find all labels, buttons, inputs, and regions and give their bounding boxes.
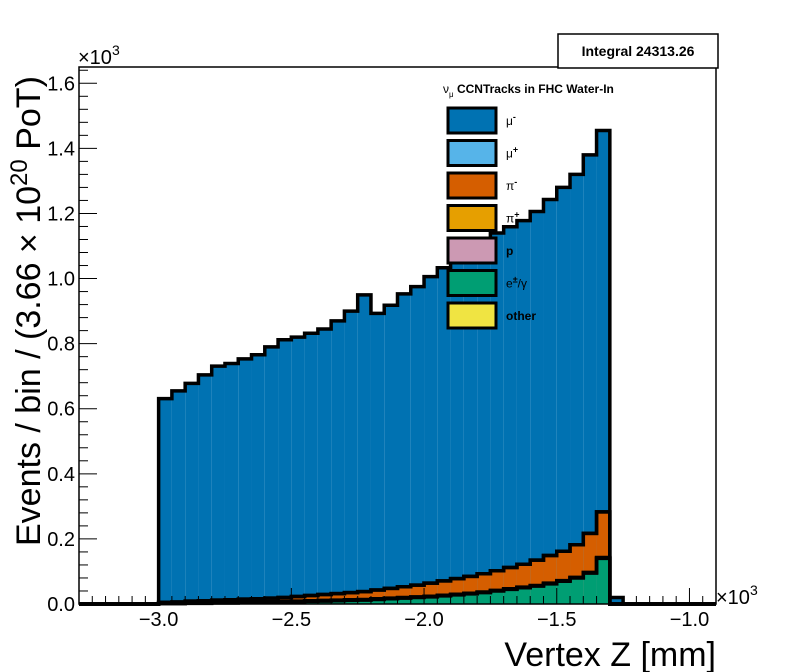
legend-entries: μ-μ+ π-π+ p e±/γ other: [446, 106, 536, 330]
bar---14: [264, 346, 279, 604]
bar-e--34: [530, 586, 544, 604]
y-tick-label: 0.8: [47, 334, 75, 356]
bar---40: [609, 597, 624, 604]
bar---36: [556, 187, 571, 604]
y-tick-label: 1.6: [47, 73, 75, 95]
bar-e--28: [450, 594, 464, 604]
stats-box: Integral 24313.26: [557, 33, 719, 69]
bar---6: [158, 398, 172, 604]
bar---21: [357, 294, 371, 604]
x-axis-title: Vertex Z [mm]: [504, 636, 716, 672]
y-tick-label: 0.6: [47, 399, 75, 421]
bar---8: [185, 383, 199, 604]
bar-e--22: [370, 599, 385, 604]
bar---33: [516, 220, 531, 604]
y-tick-label: 1.0: [47, 269, 75, 291]
legend-swatch: [446, 236, 498, 265]
legend-swatch: [446, 171, 498, 200]
bar---39: [596, 130, 610, 605]
bar-e--27: [437, 595, 451, 604]
bar-e--39: [596, 558, 610, 604]
legend-label: π-: [506, 177, 517, 193]
outline--: [79, 510, 716, 606]
bar-e--21: [357, 600, 371, 604]
x-exponent-label: ×103: [716, 582, 758, 609]
bar---23: [384, 305, 398, 604]
bar---27: [437, 267, 451, 604]
bar---25: [410, 286, 425, 604]
bar-e--20: [344, 600, 358, 604]
bar---18: [317, 328, 332, 604]
bar-e--38: [583, 573, 597, 604]
bar-e--35: [543, 583, 557, 604]
bar---28: [450, 259, 464, 604]
bar---32: [503, 226, 517, 604]
bar---38: [583, 154, 597, 604]
legend-swatch: [446, 269, 498, 297]
stats-box-frame: [557, 33, 719, 69]
bar---20: [344, 311, 358, 604]
legend-swatch: [446, 139, 498, 167]
legend-title: νμ CCNTracks in FHC Water-In: [443, 82, 614, 99]
bar---17: [304, 333, 318, 604]
legend-label: π+: [506, 210, 520, 226]
bar---9: [198, 374, 212, 604]
bar-e--36: [556, 581, 571, 604]
histogram-outlines: [79, 128, 716, 606]
bar---22: [370, 313, 385, 604]
bar---35: [543, 199, 557, 604]
bar-e--26: [424, 596, 438, 604]
x-tick-label: −1.0: [670, 609, 709, 631]
bar---26: [424, 276, 438, 604]
bar---15: [278, 339, 292, 604]
x-tick-label: −2.0: [404, 609, 443, 631]
bar---29: [463, 241, 478, 604]
outline--: [79, 555, 716, 606]
legend-swatch: [446, 204, 498, 232]
y-tick-label: 0.0: [47, 594, 75, 616]
stats-integral: Integral 24313.26: [582, 43, 695, 59]
bar-e--29: [463, 593, 478, 604]
bar---7: [171, 390, 186, 604]
bar-e--31: [490, 590, 504, 604]
y-tick-label: 0.2: [47, 529, 75, 551]
y-tick-label: 1.4: [47, 138, 75, 160]
y-exponent-label: ×103: [78, 42, 120, 69]
bar-e--37: [570, 577, 584, 604]
bar-e--30: [477, 592, 491, 604]
x-tick-label: −3.0: [139, 609, 178, 631]
legend-label: other: [506, 309, 536, 323]
legend-label: μ-: [506, 112, 516, 128]
legend-label: μ+: [506, 145, 518, 161]
x-tick-label: −2.5: [272, 609, 311, 631]
bar-e--23: [384, 598, 398, 604]
bar-e--32: [503, 589, 517, 604]
bar---37: [570, 174, 584, 604]
x-tick-label: −1.5: [537, 609, 576, 631]
bar---13: [251, 354, 265, 604]
bar-e--33: [516, 587, 531, 604]
y-tick-label: 1.2: [47, 203, 75, 225]
bar---12: [238, 358, 252, 604]
legend-label: p: [506, 244, 513, 258]
legend-swatch: [446, 106, 498, 135]
bar---16: [291, 337, 305, 604]
outline--: [79, 128, 716, 606]
axis-ticks: −3.0 −2.5 −2.0 −1.5 −1.0 0.0 0.2 0.4 0.6 0.8 1.0 1.…: [47, 69, 717, 631]
legend-swatch: [446, 301, 498, 330]
bar---24: [397, 293, 411, 604]
legend: νμ CCNTracks in FHC Water-In μ-μ+ π-π+ p e±…: [443, 82, 614, 330]
bar---10: [211, 366, 225, 604]
bar---34: [530, 211, 544, 604]
bar-e--25: [410, 597, 425, 604]
bar-e--24: [397, 598, 411, 604]
bar---11: [224, 363, 239, 604]
legend-label: e±/γ: [506, 275, 527, 291]
y-axis-title: Events / bin / (3.66 × 1020 PoT): [6, 76, 48, 546]
y-tick-label: 0.4: [47, 464, 75, 486]
bar---19: [331, 320, 345, 604]
bar---30: [477, 246, 491, 604]
